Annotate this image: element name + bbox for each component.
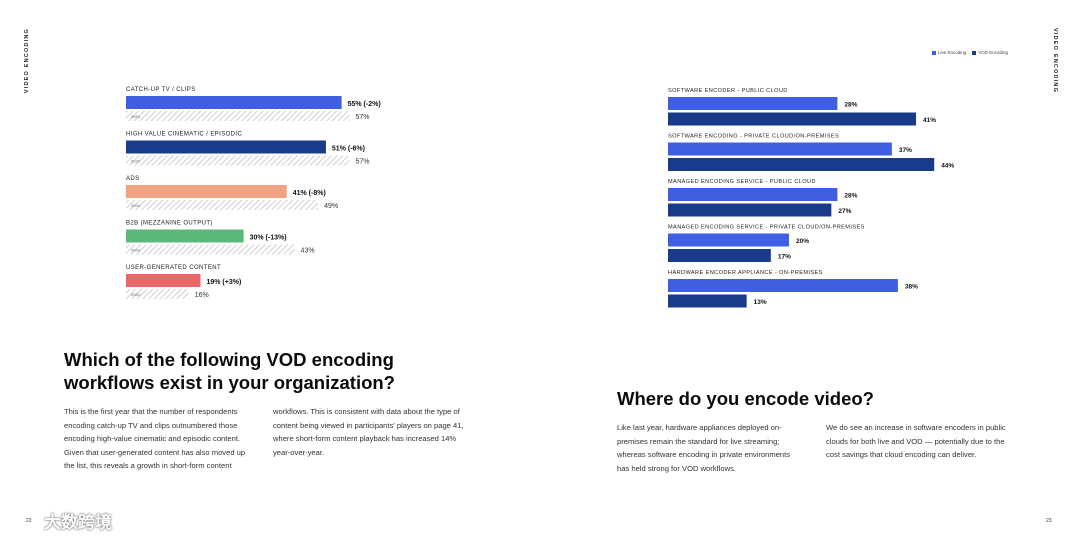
bar-year-label-2024: 2024 [131,203,141,208]
bar-2025 [126,96,342,109]
bar-value-label-vod: 44% [941,163,954,170]
bar-value-label-2024: 43% [301,248,315,255]
bar-2025 [126,229,244,243]
bar-value-label-2024: 57% [355,159,369,166]
bar-value-label-live: 28% [844,193,857,200]
bar-2024 [126,244,295,255]
bar-vod [668,203,832,217]
watermark: 大数跨境 [8,508,112,533]
left-body-col2: workflows. This is consistent with data … [273,407,464,457]
bar-live [668,188,838,201]
bar-live [668,233,789,247]
bar-vod [668,294,747,308]
bar-vod [668,249,771,262]
bar-value-label-2025: 41% (-8%) [293,190,326,197]
category-label: B2B (MEZZANINE OUTPUT) [126,221,213,227]
bar-live [668,279,898,292]
category-label: SOFTWARE ENCODING - PRIVATE CLOUD/ON-PRE… [668,134,839,140]
bar-value-label-vod: 27% [838,208,851,215]
bar-2024 [126,111,350,121]
category-label: SOFTWARE ENCODER - PUBLIC CLOUD [668,88,788,94]
bar-2025 [126,140,326,154]
category-label: USER-GENERATED CONTENT [126,265,221,271]
side-label-right: VIDEO ENCODING [1052,28,1058,94]
chart-legend: Live Encoding VOD Encoding [932,50,1008,55]
bar-value-label-2025: 55% (-2%) [348,101,381,108]
bar-2024 [126,289,189,299]
bar-vod [668,158,935,171]
bar-value-label-2024: 57% [355,114,369,121]
bar-2025 [126,274,201,287]
bar-value-label-live: 28% [844,102,857,109]
bar-year-label-2024: 2024 [131,159,141,164]
watermark-logo-icon [8,513,36,528]
legend-swatch-vod [972,50,977,55]
bar-value-label-2024: 16% [195,292,209,299]
workflow-chart: CATCH-UP TV / CLIPS 55% (-2%) 2024 57% HIGH … [126,87,381,299]
category-label: MANAGED ENCODING SERVICE - PRIVATE CLOUD… [668,225,865,231]
legend-item-vod: VOD Encoding [972,50,1008,55]
bar-value-label-live: 37% [899,147,912,154]
bar-value-label-vod: 13% [754,299,767,306]
watermark-text: 大数跨境 [44,513,112,532]
bar-value-label-2025: 51% (-6%) [332,146,365,153]
bar-2024 [126,200,319,210]
bar-vod [668,112,917,126]
category-label: MANAGED ENCODING SERVICE - PUBLIC CLOUD [668,179,816,185]
bar-2024 [126,155,350,166]
left-heading: Which of the following VOD encoding work… [64,349,395,393]
left-body-col1: This is the first year that the number o… [64,407,246,471]
encode-location-chart: SOFTWARE ENCODER - PUBLIC CLOUD 28% 41% SOF… [668,88,954,308]
legend-swatch-live [932,50,936,55]
category-label: ADS [126,176,140,182]
page-number-right: 23 [1046,518,1052,524]
bar-value-label-live: 20% [796,238,809,245]
category-label: CATCH-UP TV / CLIPS [126,87,196,93]
right-body-col2: We do see an increase in software encode… [826,423,1006,460]
legend-label-live: Live Encoding [938,50,967,55]
legend-item-live: Live Encoding [932,50,966,55]
right-heading: Where do you encode video? [617,388,874,409]
bar-2025 [126,185,287,198]
page-number-left: 22 [26,518,32,524]
right-body-col1: Like last year, hardware appliances depl… [617,423,791,473]
bar-value-label-2025: 19% (+3%) [206,279,241,286]
bar-value-label-2024: 49% [324,203,338,210]
category-label: HARDWARE ENCODER APPLIANCE - ON-PREMISES [668,270,823,276]
bar-year-label-2024: 2024 [131,292,141,297]
bar-year-label-2024: 2024 [131,114,141,119]
bar-value-label-vod: 17% [778,254,791,261]
bar-live [668,97,838,110]
bar-year-label-2024: 2024 [131,248,141,253]
legend-label-vod: VOD Encoding [978,50,1009,55]
bar-live [668,142,892,156]
bar-value-label-2025: 30% (-13%) [250,235,287,242]
bar-value-label-live: 38% [905,284,918,291]
bar-value-label-vod: 41% [923,117,936,124]
category-label: HIGH VALUE CINEMATIC / EPISODIC [126,132,242,138]
